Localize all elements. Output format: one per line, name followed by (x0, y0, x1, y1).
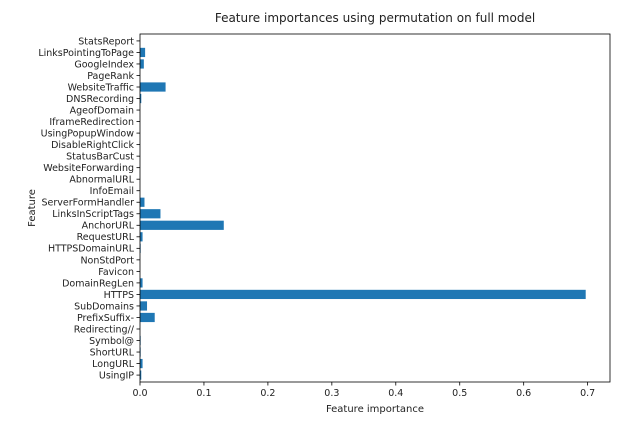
bar-websitetraffic (140, 82, 166, 92)
bar-linksinscripttags (140, 209, 161, 219)
y-tick-label: SubDomains (74, 301, 134, 312)
bar-subdomains (140, 301, 148, 311)
y-tick-label: HTTPS (104, 290, 134, 301)
y-tick-label: ShortURL (90, 347, 135, 358)
x-tick-label: 0.7 (580, 388, 595, 399)
y-tick-label: DomainRegLen (62, 278, 134, 289)
plot-frame (139, 33, 611, 383)
y-tick-label: StatsReport (78, 36, 134, 47)
x-tick-label: 0.4 (388, 388, 403, 399)
y-tick-label: UsingIP (99, 370, 134, 381)
y-tick-label: GoogleIndex (74, 59, 134, 70)
y-tick-label: IframeRedirection (49, 117, 134, 128)
y-tick-label: PageRank (87, 71, 134, 82)
y-tick-label: DNSRecording (66, 94, 134, 105)
y-tick-label: ServerFormHandler (42, 198, 135, 209)
bar-usingip (140, 370, 142, 380)
bar-requesturl (140, 232, 143, 242)
y-tick-label: AbnormalURL (69, 175, 134, 186)
y-tick-label: AnchorURL (82, 221, 135, 232)
y-tick-label: InfoEmail (90, 186, 134, 197)
y-tick-label: WebsiteTraffic (68, 82, 134, 93)
y-tick-label: HTTPSDomainURL (48, 244, 135, 255)
y-axis-title: Feature (27, 189, 38, 227)
bar-prefixsuffix- (140, 312, 155, 323)
y-axis-ticks: UsingIPLongURLShortURLSymbol@Redirecting… (38, 36, 140, 381)
y-tick-label: NonStdPort (80, 255, 134, 266)
x-tick-label: 0.3 (324, 388, 339, 399)
bar-longurl (140, 358, 143, 369)
y-tick-label: Redirecting// (74, 324, 135, 335)
bar-linkspointingtopage (140, 47, 146, 58)
bar-anchorurl (140, 220, 224, 230)
bar-dnsrecording (140, 93, 142, 104)
y-tick-label: LinksPointingToPage (38, 48, 134, 59)
x-axis-title: Feature importance (326, 404, 424, 415)
y-tick-label: RequestURL (77, 232, 135, 243)
y-tick-label: LinksInScriptTags (52, 209, 134, 220)
y-tick-label: Favicon (98, 267, 134, 278)
y-tick-label: AgeofDomain (70, 105, 134, 116)
bar-domainreglen (140, 278, 143, 288)
y-tick-label: LongURL (92, 359, 135, 370)
y-tick-label: UsingPopupWindow (41, 128, 135, 139)
y-tick-label: StatusBarCust (66, 152, 134, 163)
y-tick-label: Symbol@ (89, 336, 134, 347)
x-tick-label: 0.2 (260, 388, 275, 399)
y-tick-label: WebsiteForwarding (43, 163, 134, 174)
y-tick-label: PrefixSuffix- (77, 313, 134, 324)
x-tick-label: 0.1 (196, 388, 211, 399)
chart-title: Feature importances using permutation on… (215, 11, 535, 25)
x-axis-ticks: 0.0 0.1 0.2 0.3 0.4 0.5 0.6 0.7 (132, 382, 595, 399)
x-tick-label: 0.5 (452, 388, 467, 399)
bar-googleindex (140, 59, 144, 69)
y-tick-label: DisableRightClick (51, 140, 134, 151)
bar-https (140, 289, 586, 300)
bars-group (140, 47, 586, 380)
x-tick-label: 0.6 (516, 388, 531, 399)
x-tick-label: 0.0 (132, 388, 147, 399)
bar-serverformhandler (140, 197, 145, 207)
